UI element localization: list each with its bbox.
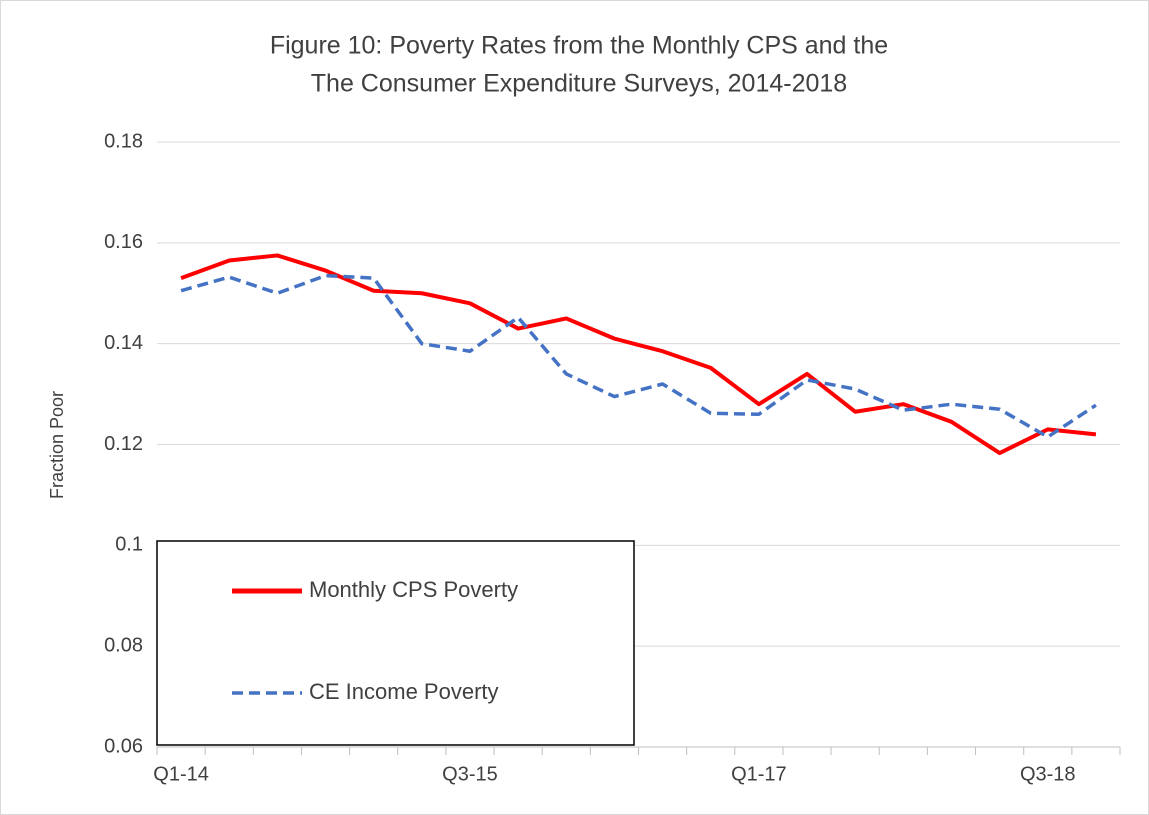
y-axis-label: Fraction Poor xyxy=(47,391,67,499)
x-tick-label: Q1-17 xyxy=(731,763,787,785)
x-tick-label: Q3-18 xyxy=(1020,763,1076,785)
legend-box xyxy=(156,540,635,746)
y-tick-label: 0.08 xyxy=(104,634,143,656)
y-tick-label: 0.16 xyxy=(104,231,143,253)
y-tick-label: 0.06 xyxy=(104,735,143,757)
chart-title: Figure 10: Poverty Rates from the Monthl… xyxy=(270,32,888,60)
x-tick-label: Q3-15 xyxy=(442,763,498,785)
chart-title: The Consumer Expenditure Surveys, 2014-2… xyxy=(311,70,847,98)
legend-label: CE Income Poverty xyxy=(309,679,499,704)
y-tick-label: 0.18 xyxy=(104,130,143,152)
y-tick-label: 0.14 xyxy=(104,332,143,354)
y-tick-label: 0.1 xyxy=(115,534,143,556)
x-tick-label: Q1-14 xyxy=(153,763,209,785)
series-line xyxy=(180,273,1097,439)
series-line xyxy=(180,253,1097,456)
legend-label: Monthly CPS Poverty xyxy=(309,577,518,602)
y-tick-label: 0.12 xyxy=(104,433,143,455)
